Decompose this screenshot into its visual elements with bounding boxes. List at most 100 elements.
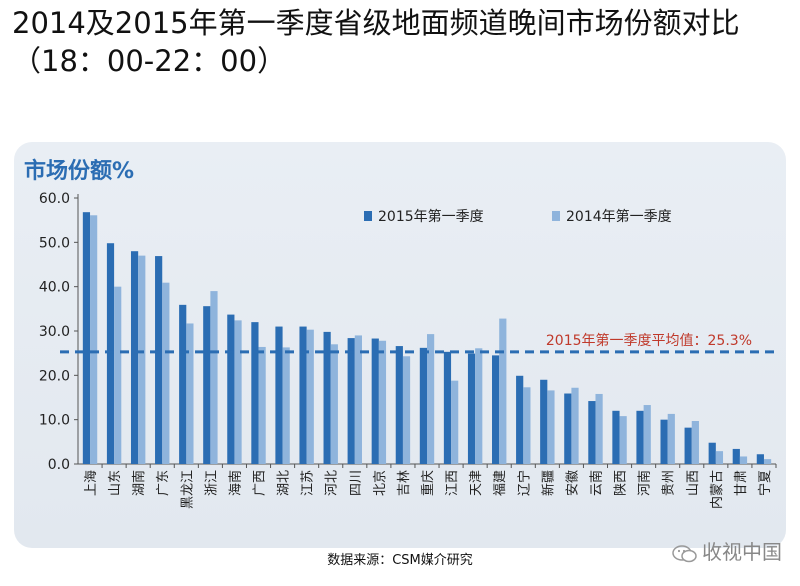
bar-2015-17	[492, 355, 500, 464]
bar-2014-18	[523, 387, 531, 464]
bar-2014-26	[715, 451, 724, 464]
bar-2014-12	[378, 340, 387, 464]
bar-2014-4	[186, 323, 194, 464]
x-tick-label: 四川	[349, 470, 364, 496]
y-axis-label: 市场份额%	[24, 158, 134, 184]
bar-2014-3	[162, 282, 170, 464]
title-line-1: 2014及2015年第一季度省级地面频道晚间市场份额对比	[12, 6, 740, 40]
bar-2015-18	[516, 375, 524, 464]
bar-2014-27	[739, 456, 748, 464]
x-tick-label: 湖南	[131, 470, 147, 496]
x-tick-label: 新疆	[540, 470, 556, 496]
legend-swatch-2014	[552, 211, 560, 221]
x-tick-label: 辽宁	[516, 470, 532, 496]
x-tick-label: 江西	[445, 470, 460, 496]
title-line-2: （18：00-22：00）	[12, 44, 287, 78]
bar-2015-20	[564, 393, 572, 464]
bar-chart: 市场份额% 0.0 10.0 20.0 30.0 40.0 50.0 60.0 上海 山东 湖南 广东…	[24, 158, 777, 509]
x-tick-label: 安徽	[565, 470, 580, 496]
y-tick-label: 40.0	[39, 280, 70, 296]
watermark-text: 收视中国	[702, 540, 782, 564]
bar-2014-7	[258, 346, 266, 464]
x-tick-label: 广东	[156, 470, 171, 496]
bar-2015-15	[443, 351, 452, 464]
bar-2014-11	[354, 335, 362, 464]
x-tick-label: 山西	[686, 470, 701, 496]
chart-title: 2014及2015年第一季度省级地面频道晚间市场份额对比 （18：00-22：0…	[12, 4, 740, 80]
bar-2015-28	[756, 454, 764, 464]
x-tick-label: 陕西	[614, 470, 629, 496]
x-tick-label: 贵州	[662, 470, 677, 496]
bar-2015-23	[636, 410, 644, 464]
x-tick-label: 云南	[588, 470, 604, 496]
bar-2015-10	[323, 331, 331, 464]
x-tick-label: 吉林	[397, 470, 412, 496]
bar-2014-21	[595, 393, 603, 464]
x-tick-label: 内蒙古	[709, 470, 725, 509]
bar-2014-13	[402, 356, 411, 464]
y-tick-label: 60.0	[39, 191, 70, 207]
bar-2014-2	[138, 255, 146, 464]
bar-2015-13	[395, 346, 403, 464]
y-tick-label: 0.0	[48, 457, 70, 473]
y-tick-label: 30.0	[39, 324, 70, 340]
bar-2015-8	[275, 326, 283, 464]
bar-2015-0	[82, 212, 91, 464]
bar-2014-10	[330, 344, 338, 464]
bar-2015-6	[227, 314, 235, 464]
bar-2015-3	[155, 256, 163, 464]
y-tick-label: 50.0	[39, 235, 70, 251]
bar-2015-9	[299, 326, 307, 464]
bar-2014-19	[547, 390, 555, 464]
watermark: 收视中国	[672, 536, 782, 565]
legend-swatch-2015	[364, 211, 372, 221]
x-tick-label: 宁夏	[757, 470, 773, 496]
average-label: 2015年第一季度平均值：25.3%	[546, 332, 752, 349]
bar-2015-12	[371, 338, 379, 464]
bar-2015-14	[419, 347, 427, 464]
legend-label-2015: 2015年第一季度	[378, 208, 484, 225]
x-tick-label: 广西	[253, 470, 268, 496]
x-tick-label: 河北	[325, 470, 340, 496]
bar-2015-4	[179, 304, 187, 464]
bar-2015-7	[251, 322, 259, 464]
x-tick-label: 海南	[227, 470, 243, 496]
bar-2015-11	[347, 338, 355, 464]
bar-2014-15	[451, 380, 459, 464]
bar-2014-17	[499, 318, 507, 464]
bar-2014-23	[643, 405, 651, 464]
x-tick-label: 甘肃	[734, 470, 749, 496]
bar-2014-22	[619, 416, 627, 464]
bar-2014-16	[475, 348, 483, 464]
bar-2015-22	[612, 410, 620, 464]
bar-2015-21	[588, 401, 596, 464]
bar-2015-5	[203, 306, 211, 464]
bar-2014-14	[427, 334, 435, 464]
x-tick-label: 湖北	[277, 470, 292, 496]
bar-2015-16	[467, 353, 476, 464]
wechat-icon	[672, 544, 697, 562]
bar-2014-24	[667, 413, 675, 464]
data-source: 数据来源：CSM媒介研究	[327, 553, 473, 568]
bar-2015-19	[540, 379, 548, 464]
x-tick-label: 浙江	[204, 470, 219, 496]
bar-2014-8	[282, 347, 290, 464]
x-tick-label: 江苏	[300, 470, 316, 496]
bar-2015-1	[106, 243, 115, 464]
bar-2014-0	[90, 215, 98, 464]
bar-2014-6	[234, 320, 242, 464]
bar-2015-24	[660, 419, 668, 464]
bar-2014-20	[571, 387, 579, 464]
legend-label-2014: 2014年第一季度	[566, 208, 672, 225]
bar-2015-27	[732, 448, 740, 464]
bar-2014-9	[306, 329, 314, 464]
bar-2015-25	[684, 427, 692, 464]
bar-2015-26	[708, 442, 716, 464]
bar-2015-2	[130, 251, 139, 464]
bar-2014-1	[114, 286, 122, 464]
chart-panel: 市场份额% 0.0 10.0 20.0 30.0 40.0 50.0 60.0 上海 山东 湖南 广东…	[14, 142, 786, 548]
x-tick-label: 天津	[469, 470, 484, 496]
y-tick-label: 20.0	[39, 368, 70, 384]
x-tick-label: 北京	[373, 470, 388, 496]
x-tick-label: 黑龙江	[180, 470, 195, 509]
